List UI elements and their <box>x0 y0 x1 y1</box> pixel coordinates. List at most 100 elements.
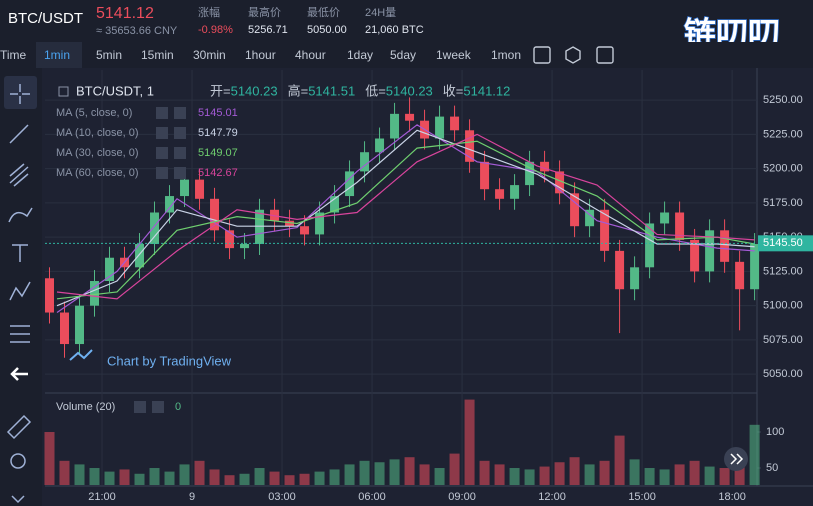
ohlc-label: 收= <box>443 83 464 98</box>
candle-body <box>240 244 250 249</box>
timeframes: Time 1min 5min 15min 30min 1hour 4hour 1day 5day… <box>0 42 521 68</box>
timeframe[interactable]: Time <box>0 48 27 62</box>
measure-tool[interactable] <box>10 325 30 343</box>
volume-bar <box>284 475 295 485</box>
candle-body <box>615 250 625 290</box>
settings-icon[interactable] <box>565 46 581 64</box>
candle-body <box>390 113 400 139</box>
volume-bar <box>749 424 760 485</box>
ma-settings[interactable] <box>156 167 168 179</box>
y-tick-label: 5250.00 <box>763 94 803 106</box>
last-price-label: 5145.50 <box>763 237 803 249</box>
timeframe[interactable]: 15min <box>141 48 174 62</box>
x-tick-label: 03:00 <box>268 491 296 503</box>
ohlc-value: 5140.23 <box>231 83 278 98</box>
timeframe[interactable]: 1week <box>436 48 472 62</box>
y-tick-label: 5075.00 <box>763 334 803 346</box>
stat-label: 最高价 <box>248 5 281 19</box>
hide-tools[interactable] <box>10 367 28 381</box>
volume-bar <box>464 399 475 485</box>
ma-line <box>56 140 755 300</box>
timeframe[interactable]: 5min <box>96 48 122 62</box>
text-tool[interactable] <box>12 244 28 262</box>
fib-tool[interactable] <box>9 163 29 187</box>
stat-label: 最低价 <box>307 6 340 19</box>
volume-bar <box>734 457 745 485</box>
candle-body <box>405 113 415 121</box>
volume-bar <box>254 468 265 485</box>
ma-remove[interactable] <box>174 147 186 159</box>
volume-bar <box>164 471 175 485</box>
timeframe-active-bg <box>36 42 82 68</box>
candle-body <box>540 161 550 172</box>
volume-bar <box>194 460 205 485</box>
volume-bar <box>344 464 355 485</box>
candle-body <box>300 226 310 235</box>
ma-line <box>56 133 755 300</box>
watermark: Chart by TradingView <box>107 353 232 368</box>
ma-settings[interactable] <box>156 127 168 139</box>
indicator-icon[interactable] <box>533 46 551 64</box>
x-tick-label: 09:00 <box>448 491 476 503</box>
volume-settings[interactable] <box>134 401 146 413</box>
crosshair-tool[interactable] <box>10 84 30 104</box>
volume-bar <box>509 468 520 485</box>
volume-bar <box>404 457 415 485</box>
ma-value: 5147.79 <box>198 127 238 139</box>
volume-bar <box>419 464 430 485</box>
fullscreen-icon[interactable] <box>596 46 614 64</box>
candle-body <box>315 212 325 235</box>
volume-remove[interactable] <box>152 401 164 413</box>
volume-bar <box>689 460 700 485</box>
candle-body <box>735 261 745 290</box>
candle-body <box>645 223 655 268</box>
volume-bar <box>134 473 145 485</box>
candle-body <box>705 230 715 272</box>
volume-bar <box>629 459 640 485</box>
timeframe[interactable]: 30min <box>193 48 226 62</box>
volume-bar <box>209 469 220 485</box>
ma-settings[interactable] <box>156 147 168 159</box>
ma-remove[interactable] <box>174 107 186 119</box>
ma-remove[interactable] <box>174 167 186 179</box>
ma-name: MA (30, close, 0) <box>56 147 139 159</box>
candle-body <box>750 244 760 290</box>
volume-bar <box>359 460 370 485</box>
drawing-tools <box>4 76 37 504</box>
timeframe-bar <box>0 42 813 68</box>
candle-body <box>105 257 115 282</box>
more-tools[interactable] <box>11 495 25 504</box>
volume-value: 0 <box>175 401 181 413</box>
ma-line <box>56 124 755 314</box>
timeframe[interactable]: 1hour <box>245 48 276 62</box>
y-tick-label: 5100.00 <box>763 300 803 312</box>
candle-body <box>480 161 490 190</box>
timeframe[interactable]: 4hour <box>295 48 326 62</box>
volume-bar <box>119 469 130 485</box>
candle-body <box>180 179 190 197</box>
volume-bar <box>494 464 505 485</box>
timeframe[interactable]: 1day <box>347 48 373 62</box>
x-tick-label: 12:00 <box>538 491 566 503</box>
candle-body <box>570 193 580 227</box>
y-tick-label: 5050.00 <box>763 368 803 380</box>
timeframe[interactable]: 5day <box>390 48 416 62</box>
pattern-tool[interactable] <box>9 281 31 301</box>
ma-settings[interactable] <box>156 107 168 119</box>
ma-name: MA (5, close, 0) <box>56 107 132 119</box>
candle-body <box>135 244 145 268</box>
ma-name: MA (10, close, 0) <box>56 127 139 139</box>
ruler-tool[interactable] <box>6 414 32 440</box>
zoom-tool[interactable] <box>10 453 26 469</box>
brush-tool[interactable] <box>8 207 33 223</box>
candle-body <box>195 179 205 199</box>
timeframe[interactable]: 1min <box>44 48 70 62</box>
stats: 涨幅 -0.98% 最高价 5256.71 最低价 5050.00 24H量 21,060 B… <box>198 5 424 36</box>
timeframe[interactable]: 1mon <box>491 48 521 62</box>
ma-remove[interactable] <box>174 127 186 139</box>
ohlc-value: 5141.12 <box>463 83 510 98</box>
price-axis <box>757 68 813 486</box>
line-tool[interactable] <box>9 124 29 144</box>
volume-bar <box>104 471 115 485</box>
